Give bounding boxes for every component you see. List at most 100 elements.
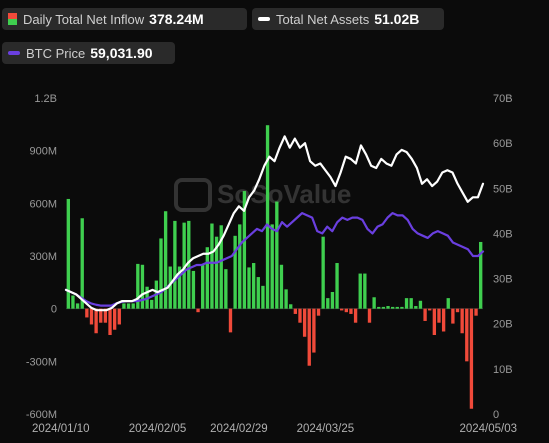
inflow-bar: [330, 291, 335, 309]
inflow-bar: [469, 308, 474, 409]
inflow-bar: [205, 247, 209, 309]
inflow-bar: [381, 306, 386, 309]
right-axis-tick-label: 50B: [493, 183, 513, 195]
inflow-bar: [428, 308, 432, 311]
inflow-bar: [224, 269, 228, 309]
right-axis-tick-label: 10B: [493, 364, 513, 376]
inflow-bar: [85, 308, 89, 318]
inflow-bar: [414, 306, 418, 309]
inflow-bar: [377, 306, 381, 309]
inflow-bar: [423, 308, 427, 321]
left-axis-tick-label: 300M: [29, 251, 57, 263]
inflow-bar: [228, 308, 233, 333]
inflow-bar: [455, 308, 460, 313]
x-axis-tick-label: 2024/02/05: [129, 423, 187, 435]
inflow-bar: [395, 306, 399, 309]
total-net-assets-line: [64, 135, 485, 312]
inflow-bar: [316, 308, 321, 316]
inflow-bar: [363, 273, 367, 309]
watermark-logo-icon: [174, 178, 212, 212]
inflow-bar: [196, 308, 200, 313]
inflow-bar: [284, 289, 288, 309]
inflow-bar: [446, 298, 450, 309]
inflow-bar: [182, 222, 186, 309]
inflow-bar: [404, 298, 409, 309]
inflow-bar: [400, 306, 404, 309]
left-axis-tick-label: -600M: [26, 409, 57, 421]
inflow-bar: [465, 308, 469, 362]
inflow-bar: [163, 211, 168, 309]
inflow-bar: [386, 306, 390, 309]
btc-line-swatch-icon: [8, 51, 20, 55]
inflow-bar: [293, 308, 298, 314]
inflow-bar: [103, 308, 108, 323]
inflow-bar: [261, 285, 265, 309]
x-axis-tick-label: 2024/05/03: [459, 423, 517, 435]
inflow-bar: [112, 308, 117, 330]
legend-assets-label: Total Net Assets: [276, 11, 370, 27]
inflow-bar: [159, 238, 163, 309]
inflow-bar: [344, 308, 348, 313]
inflow-bar: [460, 308, 464, 334]
inflow-bar: [210, 223, 214, 309]
inflow-bar: [168, 266, 172, 309]
inflow-bar: [437, 308, 441, 323]
inflow-bar: [358, 273, 362, 309]
left-axis-tick-label: 0: [51, 304, 57, 316]
inflow-bar: [418, 300, 423, 309]
sosovalue-watermark: SoSoValue: [174, 178, 351, 212]
legend-inflow-label: Daily Total Net Inflow: [23, 11, 145, 27]
legend-daily-net-inflow[interactable]: Daily Total Net Inflow 378.24M: [2, 8, 247, 30]
inflow-bar: [94, 308, 98, 334]
btc-price-line: [64, 212, 485, 307]
inflow-bar: [80, 218, 84, 309]
inflow-bar: [173, 220, 177, 309]
legend-assets-value: 51.02B: [374, 11, 420, 27]
inflow-bar: [75, 303, 80, 309]
inflow-bar: [71, 295, 75, 309]
inflow-bar: [441, 308, 446, 332]
inflow-bar: [335, 263, 339, 309]
inflow-bar: [136, 263, 140, 309]
right-axis-tick-label: 40B: [493, 228, 513, 240]
legend-btc-label: BTC Price: [26, 45, 86, 61]
legend-btc-price[interactable]: BTC Price 59,031.90: [2, 42, 175, 64]
inflow-bar: [126, 303, 131, 309]
inflow-bar: [238, 224, 242, 309]
legend-btc-value: 59,031.90: [90, 45, 153, 61]
inflow-bar: [89, 308, 94, 325]
inflow-bar: [140, 264, 145, 309]
inflow-bar: [302, 308, 307, 337]
inflow-bar: [289, 304, 293, 309]
inflow-bar: [247, 267, 251, 309]
inflow-bar: [131, 303, 135, 309]
x-axis-tick-label: 2024/01/10: [32, 423, 90, 435]
x-axis-tick-label: 2024/03/25: [297, 423, 355, 435]
inflow-bar: [265, 125, 270, 309]
right-axis-tick-label: 70B: [493, 93, 513, 105]
right-axis-tick-label: 20B: [493, 319, 513, 331]
inflow-bar: [372, 297, 376, 309]
inflow-bar: [367, 308, 372, 323]
legend-total-net-assets[interactable]: Total Net Assets 51.02B: [252, 8, 444, 30]
inflow-bar: [150, 299, 154, 309]
inflow-bar: [479, 241, 483, 309]
inflow-bar: [474, 308, 478, 316]
inflow-bar: [326, 298, 330, 309]
inflow-bar: [349, 308, 353, 314]
inflow-bar: [108, 308, 112, 335]
left-axis-tick-label: 600M: [29, 198, 57, 210]
inflow-bar: [390, 306, 395, 309]
x-axis-tick-label: 2024/02/29: [210, 423, 268, 435]
right-axis-tick-label: 0: [493, 409, 499, 421]
left-axis-tick-label: 1.2B: [34, 93, 57, 105]
inflow-bar: [242, 191, 247, 309]
inflow-bar: [99, 308, 103, 323]
inflow-bar: [256, 277, 260, 309]
inflow-bar: [275, 201, 279, 309]
inflow-bar: [187, 220, 191, 309]
inflow-bar: [451, 308, 455, 324]
assets-line-swatch-icon: [258, 17, 270, 21]
inflow-bar: [353, 308, 358, 323]
